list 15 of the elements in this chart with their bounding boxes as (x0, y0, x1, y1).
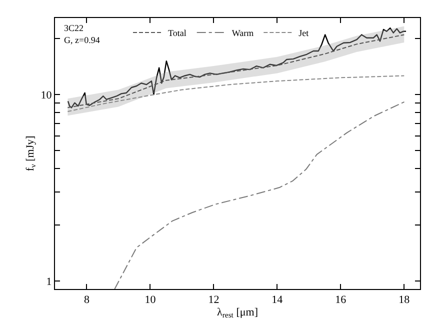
y-tick-label: 1 (46, 276, 52, 288)
line-series (67, 75, 405, 112)
x-tick-label: 16 (335, 294, 347, 306)
legend-label: Total (168, 28, 187, 38)
x-tick-label: 10 (144, 294, 156, 306)
x-tick-label: 12 (208, 294, 220, 306)
x-tick-label: 18 (398, 294, 410, 306)
annotation: G, z=0.94 (64, 35, 100, 45)
annotation: 3C22 (64, 23, 84, 33)
x-tick-label: 8 (84, 294, 90, 306)
line-series (114, 100, 406, 289)
x-tick-label: 14 (272, 294, 284, 306)
legend-label: Jet (298, 28, 310, 38)
x-axis-title: λ$_{rest}$ [μm] (217, 306, 258, 320)
legend-label: Warm (232, 28, 254, 38)
